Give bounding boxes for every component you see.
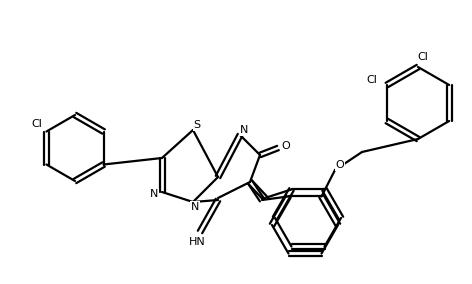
Text: O: O (282, 141, 290, 151)
Text: Cl: Cl (31, 118, 42, 128)
Text: Cl: Cl (366, 75, 377, 85)
Text: O: O (336, 160, 345, 170)
Text: N: N (191, 202, 199, 212)
Text: N: N (240, 125, 248, 135)
Text: N: N (150, 189, 158, 199)
Text: HN: HN (189, 237, 205, 247)
Text: Cl: Cl (418, 52, 429, 62)
Text: S: S (194, 120, 201, 130)
